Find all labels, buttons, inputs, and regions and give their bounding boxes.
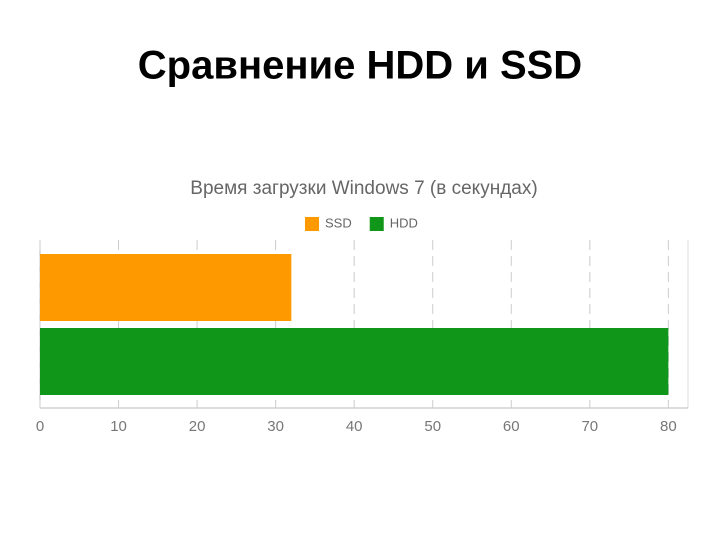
- x-tick-label: 80: [660, 418, 677, 435]
- x-tick-label: 30: [267, 418, 284, 435]
- x-tick-label: 10: [110, 418, 127, 435]
- x-tick-label: 20: [189, 418, 206, 435]
- legend-swatch: [369, 217, 384, 231]
- x-tick-label: 70: [581, 418, 598, 435]
- x-tick-label: 0: [36, 418, 44, 435]
- slide-title: Сравнение HDD и SSD: [138, 44, 582, 88]
- chart-title: Время загрузки Windows 7 (в секундах): [190, 178, 537, 199]
- bar: [40, 328, 669, 395]
- x-tick-label: 40: [346, 418, 363, 435]
- x-tick-label: 60: [503, 418, 520, 435]
- bar: [40, 254, 292, 321]
- legend-label: SSD: [325, 215, 352, 230]
- x-tick-label: 50: [424, 418, 441, 435]
- legend-swatch: [305, 217, 319, 231]
- legend-label: HDD: [390, 215, 418, 230]
